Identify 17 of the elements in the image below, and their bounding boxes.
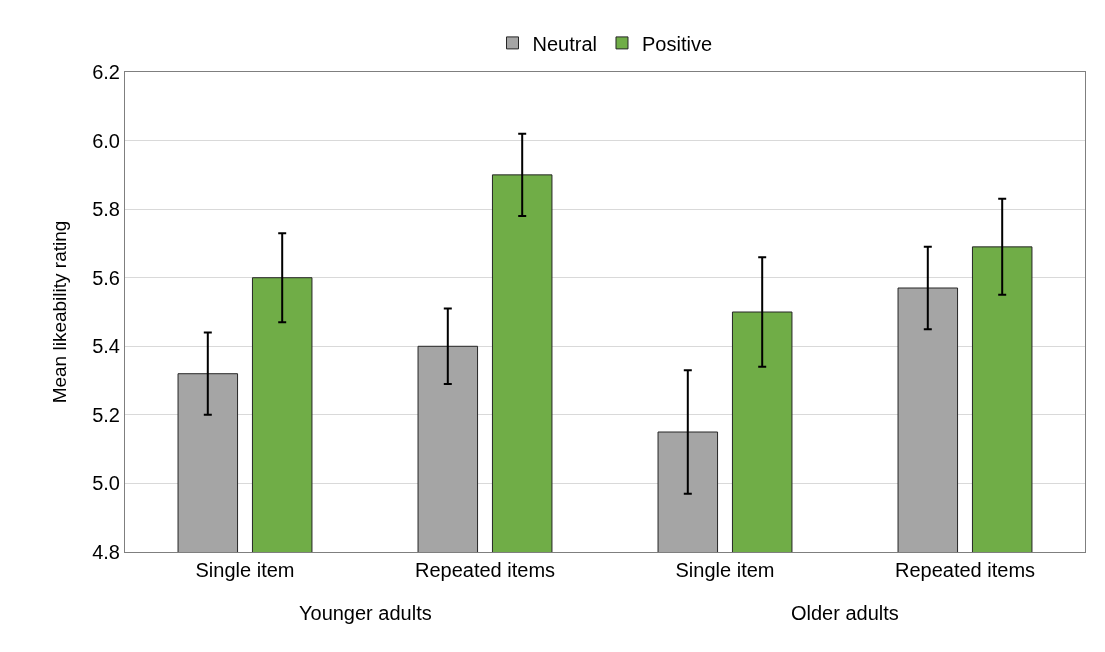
y-axis-title: Mean likeability rating [49, 220, 71, 404]
y-tick-label: 5.6 [92, 266, 120, 289]
y-tick-label: 5.8 [92, 198, 120, 221]
legend-label: Positive [641, 32, 713, 55]
y-tick-label: 4.8 [92, 541, 120, 563]
text: Older adults [791, 602, 899, 624]
y-tick-label: 6.2 [92, 61, 120, 83]
y-tick-label: 6.0 [92, 129, 120, 152]
y-tick-label: 5.2 [92, 403, 120, 426]
x-tick-label: Single item [675, 559, 775, 581]
text: Younger adults [299, 602, 432, 624]
y-tick-label: 5.0 [92, 472, 120, 495]
legend-label: Neutral [532, 32, 597, 55]
y-tick-label: 5.4 [92, 335, 120, 358]
x-tick-label: Single item [195, 559, 295, 581]
x-tick-label: Repeated items [414, 559, 556, 581]
x-tick-label: Repeated items [894, 559, 1036, 581]
